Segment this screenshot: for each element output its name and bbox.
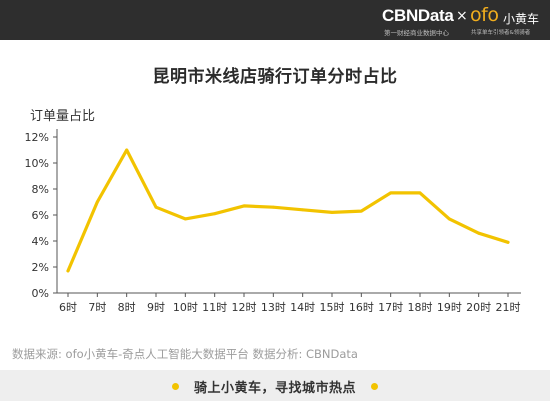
data-point bbox=[477, 231, 481, 235]
x-tick-label: 17时 bbox=[378, 301, 403, 314]
cbndata-logo: CBNData bbox=[382, 6, 454, 25]
y-tick-label: 6% bbox=[32, 209, 49, 222]
y-tick-label: 0% bbox=[32, 287, 49, 300]
line-chart: 0% 2% 4% 6% 8% 10% 12% 6时 7时 8时 9时 10时 11时 12时 13时 14时… bbox=[25, 129, 521, 314]
slogan-dot-left bbox=[172, 383, 179, 390]
data-point bbox=[418, 191, 422, 195]
data-point bbox=[389, 191, 393, 195]
data-point bbox=[125, 148, 129, 152]
y-tick-label: 2% bbox=[32, 261, 49, 274]
logo-separator: × bbox=[456, 8, 468, 24]
header-bar: CBNData 第一财经商业数据中心 × ofo 小黄车 共享单车引领者&领骑者 bbox=[0, 0, 550, 40]
x-tick-label: 9时 bbox=[147, 301, 165, 314]
x-tick-labels: 6时 7时 8时 9时 10时 11时 12时 13时 14时 15时 16时 17时 18时 19时 20… bbox=[59, 293, 521, 314]
x-tick-label: 19时 bbox=[437, 301, 462, 314]
y-axis-label: 订单量占比 bbox=[30, 109, 96, 124]
x-tick-label: 8时 bbox=[118, 301, 136, 314]
y-tick-label: 12% bbox=[25, 131, 49, 144]
x-tick-label: 16时 bbox=[349, 301, 374, 314]
chart-axes bbox=[56, 129, 521, 294]
data-point bbox=[95, 200, 99, 204]
x-tick-label: 12时 bbox=[232, 301, 257, 314]
x-tick-label: 18时 bbox=[408, 301, 433, 314]
series-line bbox=[66, 148, 510, 273]
x-tick-label: 14时 bbox=[290, 301, 315, 314]
x-tick-label: 6时 bbox=[59, 301, 77, 314]
data-point bbox=[330, 211, 334, 214]
y-tick-labels: 0% 2% 4% 6% 8% 10% 12% bbox=[25, 131, 57, 300]
x-tick-label: 11时 bbox=[202, 301, 227, 314]
slogan-dot-right bbox=[371, 383, 378, 390]
ofo-logo-name: 小黄车 bbox=[503, 12, 540, 26]
chart-title: 昆明市米线店骑行订单分时占比 bbox=[152, 67, 398, 87]
footer-bar bbox=[0, 370, 550, 401]
data-point bbox=[301, 208, 305, 212]
y-tick-label: 10% bbox=[25, 157, 49, 170]
data-source-note: 数据来源: ofo小黄车-奇点人工智能大数据平台 数据分析: CBNData bbox=[12, 347, 358, 361]
data-point bbox=[506, 240, 510, 244]
data-point bbox=[183, 217, 187, 221]
x-tick-label: 15时 bbox=[320, 301, 345, 314]
data-point bbox=[213, 212, 217, 216]
ofo-logo: ofo bbox=[470, 4, 499, 26]
data-point bbox=[154, 205, 158, 209]
data-point bbox=[271, 205, 275, 209]
x-tick-label: 21时 bbox=[496, 301, 521, 314]
footer-slogan: 骑上小黄车，寻找城市热点 bbox=[193, 381, 356, 396]
chart-series bbox=[66, 148, 510, 273]
y-tick-label: 4% bbox=[32, 235, 49, 248]
data-point bbox=[242, 204, 246, 208]
x-tick-label: 20时 bbox=[466, 301, 491, 314]
x-tick-label: 13时 bbox=[261, 301, 286, 314]
x-tick-label: 7时 bbox=[88, 301, 106, 314]
y-tick-label: 8% bbox=[32, 183, 49, 196]
data-point bbox=[447, 217, 451, 221]
ofo-logo-subtitle: 共享单车引领者&领骑者 bbox=[471, 30, 531, 36]
cbndata-logo-subtitle: 第一财经商业数据中心 bbox=[384, 29, 449, 37]
x-tick-label: 10时 bbox=[173, 301, 198, 314]
data-point bbox=[66, 269, 70, 273]
data-point bbox=[359, 209, 363, 213]
